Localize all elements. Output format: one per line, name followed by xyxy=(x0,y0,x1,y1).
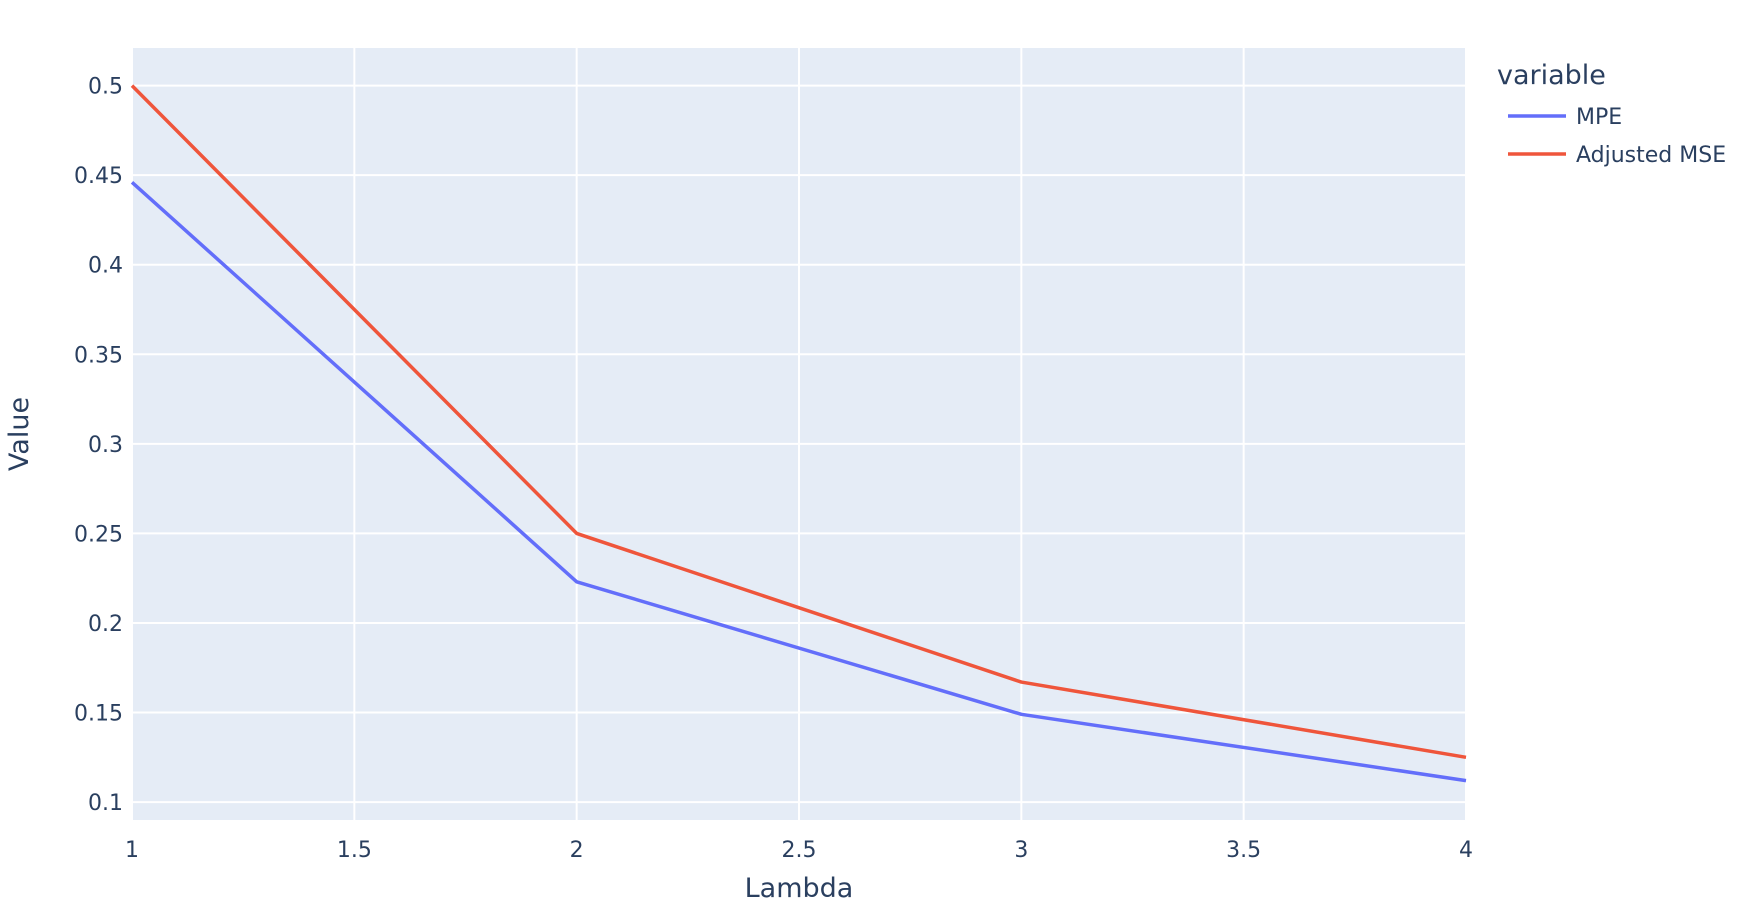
y-tick-label: 0.15 xyxy=(74,702,123,727)
y-tick-label: 0.4 xyxy=(88,254,123,279)
legend-items: MPE Adjusted MSE xyxy=(1508,105,1726,168)
y-axis-title: Value xyxy=(4,397,35,471)
y-tick-label: 0.45 xyxy=(74,164,123,189)
legend-label: MPE xyxy=(1576,105,1622,130)
y-tick-label: 0.5 xyxy=(88,75,123,100)
x-tick-label: 3 xyxy=(1014,838,1028,863)
x-axis-ticks: 1 1.5 2 2.5 3 3.5 4 xyxy=(125,838,1473,863)
x-tick-label: 4 xyxy=(1459,838,1473,863)
y-tick-label: 0.2 xyxy=(88,612,123,637)
legend: variable MPE Adjusted MSE xyxy=(1497,60,1726,168)
x-tick-label: 3.5 xyxy=(1226,838,1261,863)
y-tick-label: 0.3 xyxy=(88,433,123,458)
grid-lines xyxy=(131,48,1467,820)
x-tick-label: 1 xyxy=(125,838,139,863)
legend-label: Adjusted MSE xyxy=(1576,143,1726,168)
y-tick-label: 0.25 xyxy=(74,522,123,547)
legend-title: variable xyxy=(1497,60,1606,91)
series-line-mpe xyxy=(130,181,1467,783)
x-tick-label: 1.5 xyxy=(337,838,372,863)
y-tick-label: 0.35 xyxy=(74,343,123,368)
series-line-adjusted-mse xyxy=(130,84,1467,760)
y-tick-label: 0.1 xyxy=(88,791,123,816)
y-axis-ticks: 0.1 0.15 0.2 0.25 0.3 0.35 0.4 0.45 0.5 xyxy=(74,75,123,816)
series-lines xyxy=(130,84,1467,783)
x-tick-label: 2 xyxy=(570,838,584,863)
x-tick-label: 2.5 xyxy=(782,838,817,863)
x-axis-title: Lambda xyxy=(745,873,854,904)
